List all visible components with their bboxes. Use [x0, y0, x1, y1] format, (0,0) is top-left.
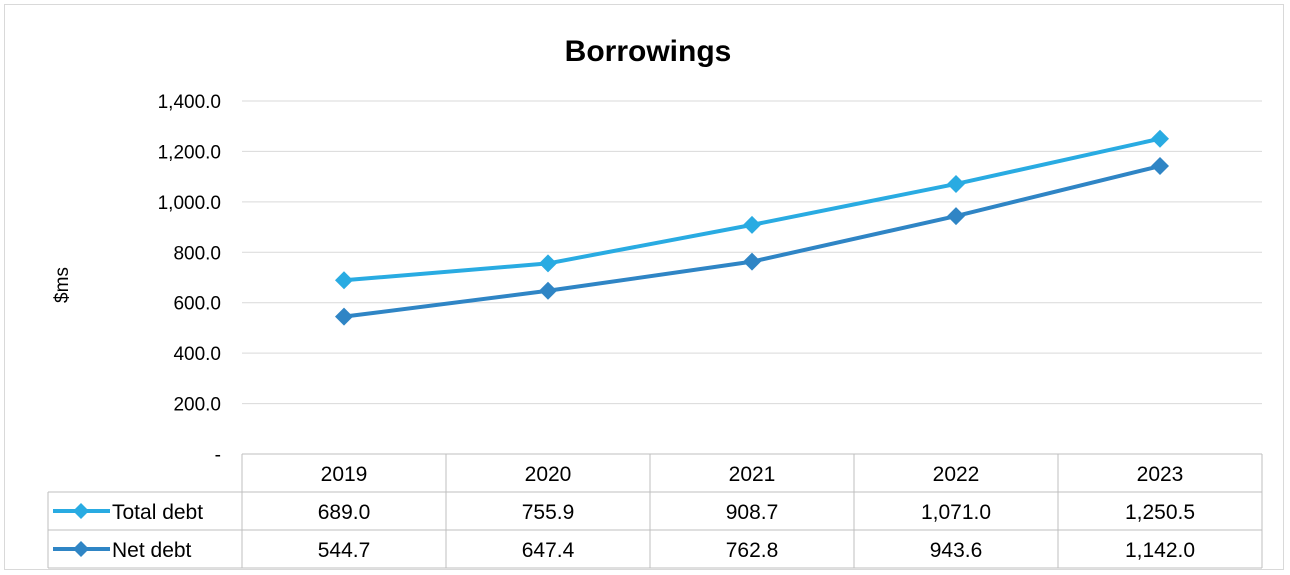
y-tick-label: 600.0	[173, 294, 221, 315]
legend-key-marker	[73, 541, 89, 557]
data-point	[743, 215, 761, 234]
legend-entry: Total debt	[112, 501, 203, 524]
legend-key-marker	[73, 503, 89, 519]
data-point	[335, 307, 353, 326]
data-cell: 1,071.0	[921, 501, 991, 524]
data-point	[539, 254, 557, 273]
x-tick-label: 2022	[933, 463, 980, 486]
data-cell: 908.7	[726, 501, 779, 524]
y-tick-label: 200.0	[173, 395, 221, 416]
y-tick-label: -	[215, 445, 221, 466]
data-point	[1151, 129, 1169, 148]
gridlines	[242, 100, 1262, 405]
y-tick-label: 1,200.0	[158, 142, 221, 163]
data-point	[335, 271, 353, 290]
data-cell: 647.4	[522, 539, 575, 562]
y-axis-ticks: - 200.0 400.0 600.0 800.0 1,000.0 1,200.0 1,400…	[158, 92, 221, 466]
series-line	[343, 164, 1161, 319]
data-cell: 1,142.0	[1125, 539, 1195, 562]
data-cell: 755.9	[522, 501, 575, 524]
data-point	[1151, 157, 1169, 176]
data-cell: 943.6	[930, 539, 983, 562]
data-point	[743, 252, 761, 271]
data-table: 2019 2020 2021 2022 2023 Total debt 689.0 755.9…	[47, 453, 1263, 569]
data-point	[947, 207, 965, 226]
chart-title: Borrowings	[565, 35, 732, 68]
plot-area	[335, 129, 1169, 326]
data-point	[947, 174, 965, 193]
data-cell: 689.0	[318, 501, 371, 524]
y-tick-label: 1,400.0	[158, 92, 221, 113]
y-axis-label: $ms	[52, 267, 73, 303]
x-tick-label: 2020	[525, 463, 572, 486]
y-tick-label: 800.0	[173, 243, 221, 264]
data-point	[539, 281, 557, 300]
legend-entry: Net debt	[112, 539, 192, 562]
x-tick-label: 2023	[1137, 463, 1184, 486]
x-tick-label: 2019	[321, 463, 368, 486]
data-cell: 1,250.5	[1125, 501, 1195, 524]
data-cell: 762.8	[726, 539, 779, 562]
y-tick-label: 1,000.0	[158, 193, 221, 214]
data-cell: 544.7	[318, 539, 371, 562]
x-tick-label: 2021	[729, 463, 776, 486]
y-tick-label: 400.0	[173, 344, 221, 365]
chart-frame	[4, 4, 1284, 570]
